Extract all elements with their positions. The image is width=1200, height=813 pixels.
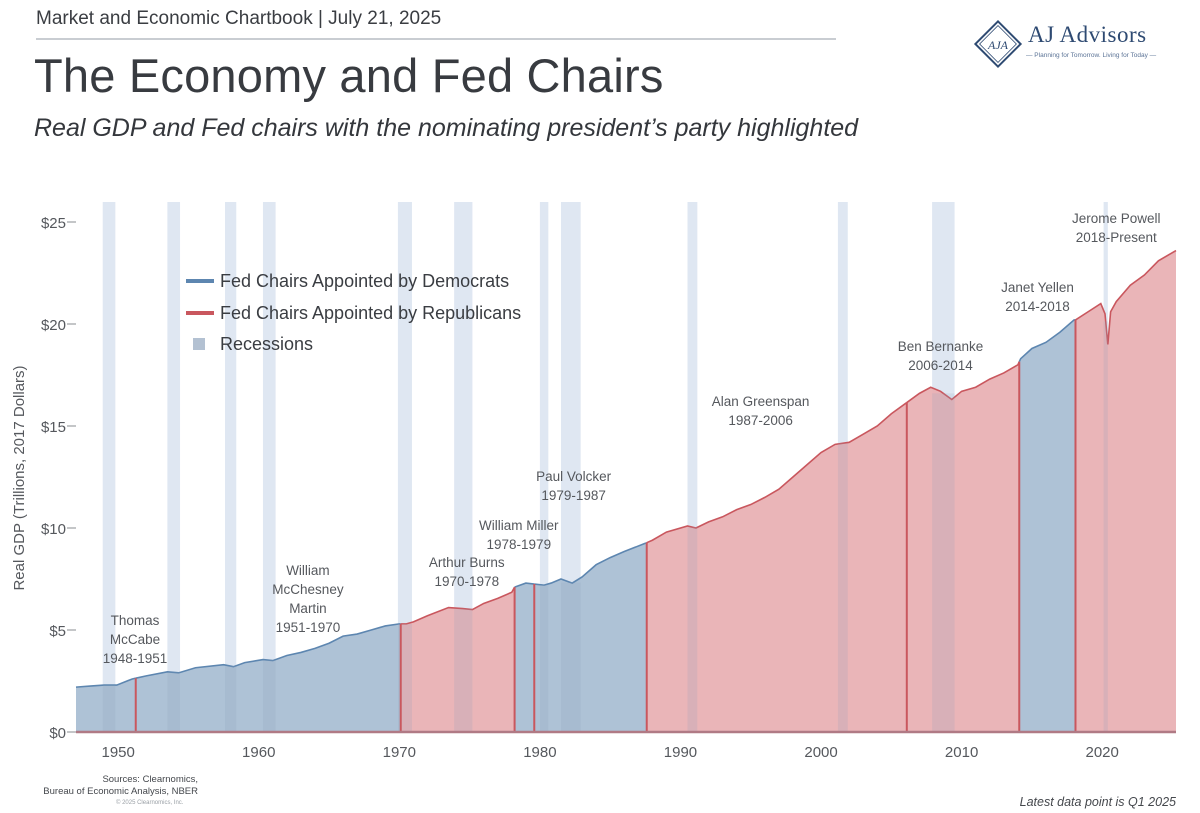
copyright: © 2025 Clearnomics, Inc. xyxy=(116,800,184,806)
gdp-area-janet-yellen xyxy=(1019,319,1076,732)
logo-tagline: — Planning for Tomorrow. Living for Toda… xyxy=(1026,52,1157,59)
gdp-area-jerome-powell xyxy=(1075,250,1176,732)
page-title: The Economy and Fed Chairs xyxy=(34,49,664,102)
gdp-area-arthur-burns xyxy=(400,587,515,732)
legend: Fed Chairs Appointed by Democrats Fed Cha… xyxy=(186,271,521,354)
legend-swatch-recessions xyxy=(193,338,205,350)
chair-label: 1979-1987 xyxy=(541,488,606,503)
chair-label: 2018-Present xyxy=(1076,230,1157,245)
chair-label: Martin xyxy=(289,601,327,616)
recession-overlay xyxy=(102,685,116,732)
gdp-areas xyxy=(75,249,1177,732)
chair-label: McCabe xyxy=(110,632,160,647)
y-tick-label: $0 xyxy=(49,725,66,742)
gdp-line-thomas-mccabe xyxy=(75,677,136,688)
page-subtitle: Real GDP and Fed chairs with the nominat… xyxy=(34,114,859,142)
recession-overlay xyxy=(262,660,276,732)
gdp-line-ben-bernanke xyxy=(906,361,1020,404)
y-tick-label: $20 xyxy=(41,317,66,334)
chair-dividers xyxy=(134,319,1077,732)
gdp-line-jerome-powell xyxy=(1075,249,1177,345)
chair-label: William xyxy=(286,563,330,578)
chair-label: 2014-2018 xyxy=(1005,299,1070,314)
x-tick-label: 1970 xyxy=(383,744,416,761)
gdp-line-paul-volcker xyxy=(534,541,648,586)
chair-label: Ben Bernanke xyxy=(898,339,984,354)
recession-band xyxy=(262,202,276,732)
chair-label: Arthur Burns xyxy=(429,555,505,570)
recession-overlay xyxy=(687,527,698,732)
gdp-line-william-miller xyxy=(514,582,535,588)
recession-band xyxy=(102,202,116,732)
header-divider xyxy=(36,38,836,40)
legend-label: Fed Chairs Appointed by Democrats xyxy=(220,271,509,291)
gdp-area-paul-volcker xyxy=(534,542,647,732)
chartbook-kicker: Market and Economic Chartbook | July 21,… xyxy=(36,8,442,29)
chair-label: Paul Volcker xyxy=(536,469,612,484)
recession-band xyxy=(225,202,237,732)
chair-label: Janet Yellen xyxy=(1001,280,1074,295)
recession-band xyxy=(687,202,698,732)
gdp-area-william-miller xyxy=(514,583,535,732)
y-tick-label: $25 xyxy=(41,215,66,232)
chair-label: 1987-2006 xyxy=(728,413,793,428)
x-tick-label: 1950 xyxy=(101,744,134,761)
recession-band xyxy=(539,202,549,732)
sources-line-2: Bureau of Economic Analysis, NBER xyxy=(43,786,198,797)
chair-label: Thomas xyxy=(111,613,160,628)
x-tick-label: 1960 xyxy=(242,744,275,761)
recession-overlay xyxy=(932,393,955,732)
x-axis-ticks: 1950 1960 1970 1980 1990 2000 2010 2020 xyxy=(101,744,1118,761)
recession-overlay xyxy=(1103,321,1108,732)
gdp-area-william-mcchesney-martin xyxy=(135,623,401,732)
logo-name: AJ Advisors xyxy=(1028,22,1147,47)
chair-label: Alan Greenspan xyxy=(712,394,810,409)
recession-band xyxy=(397,202,412,732)
recession-band xyxy=(167,202,181,732)
gdp-line-janet-yellen xyxy=(1018,319,1076,363)
y-axis-label: Real GDP (Trillions, 2017 Dollars) xyxy=(11,365,28,590)
latest-data-note: Latest data point is Q1 2025 xyxy=(1019,795,1176,809)
chair-label: Jerome Powell xyxy=(1072,211,1161,226)
legend-label: Fed Chairs Appointed by Republicans xyxy=(220,303,521,323)
recession-overlay xyxy=(225,666,237,732)
gdp-area-ben-bernanke xyxy=(906,361,1020,732)
logo-diamond-icon: AJA xyxy=(973,19,1023,69)
chair-label: William Miller xyxy=(479,518,559,533)
chair-label: 1978-1979 xyxy=(487,537,552,552)
y-tick-label: $10 xyxy=(41,521,66,538)
gdp-area-alan-greenspan xyxy=(646,402,907,732)
y-axis-ticks: $0 $5 $10 $15 $20 $25 xyxy=(41,215,76,742)
x-tick-label: 1980 xyxy=(523,744,556,761)
x-tick-label: 2000 xyxy=(804,744,837,761)
recession-overlay xyxy=(560,582,581,732)
logo-monogram: AJA xyxy=(987,38,1009,52)
gdp-line-alan-greenspan xyxy=(646,401,908,544)
x-tick-label: 2020 xyxy=(1086,744,1119,761)
recession-band xyxy=(454,202,473,732)
company-logo: AJA AJ Advisors — Planning for Tomorrow.… xyxy=(972,18,1162,70)
chair-annotations: Thomas McCabe 1948-1951 William McChesney Mar… xyxy=(103,211,1161,666)
sources-note: Sources: Clearnomics, Bureau of Economic… xyxy=(43,774,198,798)
chair-label: 1951-1970 xyxy=(276,620,341,635)
recession-overlay xyxy=(167,672,181,732)
sources-line-1: Sources: Clearnomics, xyxy=(102,774,198,785)
recession-overlay xyxy=(454,608,473,732)
chair-label: 2006-2014 xyxy=(908,358,973,373)
gdp-line-william-mcchesney-martin xyxy=(135,623,401,679)
gdp-line-arthur-burns xyxy=(400,586,516,625)
chair-label: 1970-1978 xyxy=(435,574,500,589)
x-tick-label: 2010 xyxy=(945,744,978,761)
legend-label: Recessions xyxy=(220,334,313,354)
y-tick-label: $5 xyxy=(49,623,66,640)
recession-overlay xyxy=(837,443,848,732)
chair-label: 1948-1951 xyxy=(103,651,168,666)
y-tick-label: $15 xyxy=(41,419,66,436)
gdp-area-thomas-mccabe xyxy=(76,678,136,732)
x-tick-label: 1990 xyxy=(664,744,697,761)
chair-label: McChesney xyxy=(272,582,344,597)
recession-overlay xyxy=(539,585,549,732)
